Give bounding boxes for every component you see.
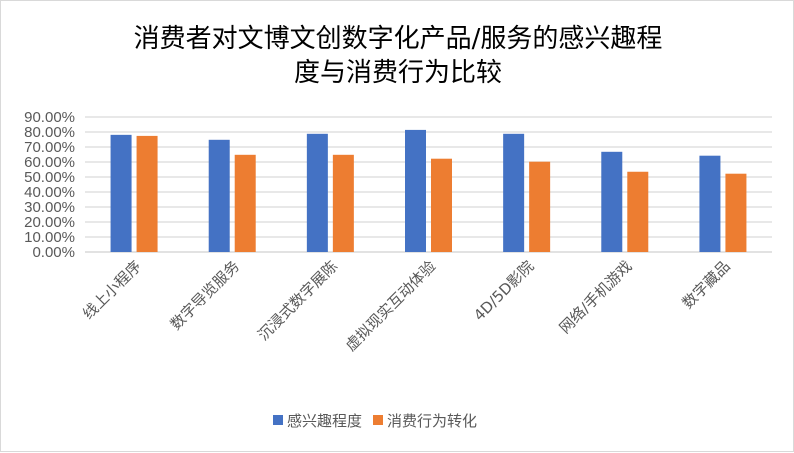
bar-conversion (627, 171, 649, 252)
y-tick-label: 40.00% (24, 184, 75, 201)
chart-title-line-1: 消费者对文博文创数字化产品/服务的感兴趣程 (134, 24, 663, 54)
legend-swatch (273, 415, 283, 425)
x-category-label: 数字藏品 (679, 257, 734, 312)
bar-conversion (529, 161, 551, 252)
y-tick-label: 20.00% (24, 214, 75, 231)
y-tick-label: 10.00% (24, 229, 75, 246)
y-tick-label: 30.00% (24, 199, 75, 216)
bar-interest (110, 134, 132, 252)
bar-interest (208, 139, 230, 252)
y-tick-label: 50.00% (24, 169, 75, 186)
bar-conversion (431, 158, 452, 252)
bar-interest (405, 129, 426, 252)
legend-swatch (373, 415, 383, 425)
x-category-label: 沉浸式数字展陈 (254, 257, 341, 344)
x-category-label: 网络/手机游戏 (556, 257, 636, 337)
y-tick-label: 80.00% (24, 124, 75, 141)
bar-interest (699, 155, 721, 252)
bar-conversion (136, 135, 158, 252)
y-tick-label: 90.00% (24, 109, 75, 126)
bar-interest (601, 151, 623, 252)
legend-label: 消费行为转化 (387, 412, 477, 430)
x-category-label: 线上小程序 (79, 257, 145, 323)
bar-interest (503, 133, 525, 252)
x-category-label: 虚拟现实互动体验 (342, 257, 440, 355)
bar-interest (306, 133, 328, 252)
x-category-label: 数字导览服务 (167, 257, 243, 333)
bar-conversion (725, 173, 747, 252)
y-tick-label: 70.00% (24, 139, 75, 156)
y-tick-label: 60.00% (24, 154, 75, 171)
chart-title-line-2: 度与消费行为比较 (294, 58, 502, 88)
y-tick-label: 0.00% (32, 244, 75, 261)
bar-conversion (234, 154, 256, 252)
bar-conversion (332, 154, 354, 252)
legend-label: 感兴趣程度 (287, 412, 362, 430)
x-category-label: 4D/5D影院 (470, 257, 537, 324)
